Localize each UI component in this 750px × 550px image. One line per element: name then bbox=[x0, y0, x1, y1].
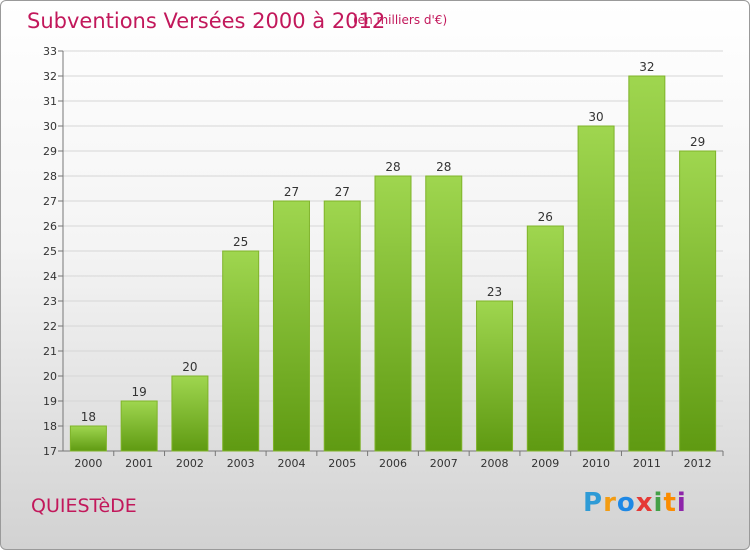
x-tick-label: 2009 bbox=[531, 457, 559, 470]
bar-2002 bbox=[171, 375, 209, 452]
x-tick-label: 2001 bbox=[125, 457, 153, 470]
data-label: 28 bbox=[436, 160, 451, 174]
x-tick-label: 2002 bbox=[176, 457, 204, 470]
x-tick-label: 2006 bbox=[379, 457, 407, 470]
data-label: 27 bbox=[335, 185, 350, 199]
y-tick-label: 24 bbox=[43, 270, 57, 283]
x-tick-label: 2005 bbox=[328, 457, 356, 470]
y-tick-label: 22 bbox=[43, 320, 57, 333]
data-label: 32 bbox=[639, 60, 654, 74]
bar-2004 bbox=[272, 200, 310, 452]
y-tick-label: 18 bbox=[43, 420, 57, 433]
bar-2000 bbox=[69, 425, 107, 452]
bar-2007 bbox=[425, 175, 463, 452]
bar-2006 bbox=[374, 175, 412, 452]
x-tick-label: 2011 bbox=[633, 457, 661, 470]
bar-2010 bbox=[577, 125, 615, 452]
data-label: 27 bbox=[284, 185, 299, 199]
y-tick-label: 20 bbox=[43, 370, 57, 383]
x-tick-label: 2004 bbox=[277, 457, 305, 470]
bars bbox=[69, 75, 717, 452]
chart-subtitle: (en milliers d'€) bbox=[353, 13, 448, 27]
bar-2012 bbox=[679, 150, 717, 452]
y-tick-label: 21 bbox=[43, 345, 57, 358]
bar-2011 bbox=[628, 75, 666, 452]
y-tick-label: 27 bbox=[43, 195, 57, 208]
chart-title: Subventions Versées 2000 à 2012 bbox=[27, 9, 386, 33]
bar-2003 bbox=[222, 250, 260, 452]
y-tick-label: 26 bbox=[43, 220, 57, 233]
commune-name: QUIESTèDE bbox=[31, 495, 137, 517]
data-label: 28 bbox=[385, 160, 400, 174]
x-tick-label: 2003 bbox=[227, 457, 255, 470]
data-label: 23 bbox=[487, 285, 502, 299]
y-tick-label: 32 bbox=[43, 70, 57, 83]
y-tick-label: 31 bbox=[43, 95, 57, 108]
y-tick-label: 30 bbox=[43, 120, 57, 133]
data-label: 29 bbox=[690, 135, 705, 149]
labels: 17 18 19 20 21 22 23 24 25 26 27 28 29 30 31 32 33 18 2000… bbox=[43, 45, 712, 470]
data-label: 20 bbox=[182, 360, 197, 374]
data-label: 18 bbox=[81, 410, 96, 424]
x-tick-label: 2000 bbox=[74, 457, 102, 470]
bar-2008 bbox=[476, 300, 514, 452]
y-tick-label: 28 bbox=[43, 170, 57, 183]
data-label: 30 bbox=[588, 110, 603, 124]
y-tick-label: 25 bbox=[43, 245, 57, 258]
data-label: 25 bbox=[233, 235, 248, 249]
y-tick-label: 29 bbox=[43, 145, 57, 158]
x-tick-label: 2010 bbox=[582, 457, 610, 470]
x-tick-label: 2008 bbox=[481, 457, 509, 470]
y-tick-label: 23 bbox=[43, 295, 57, 308]
y-tick-label: 17 bbox=[43, 445, 57, 458]
y-tick-label: 19 bbox=[43, 395, 57, 408]
proxiti-logo[interactable]: Proxiti bbox=[583, 488, 687, 518]
data-label: 19 bbox=[132, 385, 147, 399]
bar-2009 bbox=[526, 225, 564, 452]
y-tick-label: 33 bbox=[43, 45, 57, 58]
data-label: 26 bbox=[538, 210, 553, 224]
x-tick-label: 2007 bbox=[430, 457, 458, 470]
bar-2005 bbox=[323, 200, 361, 452]
bar-2001 bbox=[120, 400, 158, 452]
x-tick-label: 2012 bbox=[684, 457, 712, 470]
